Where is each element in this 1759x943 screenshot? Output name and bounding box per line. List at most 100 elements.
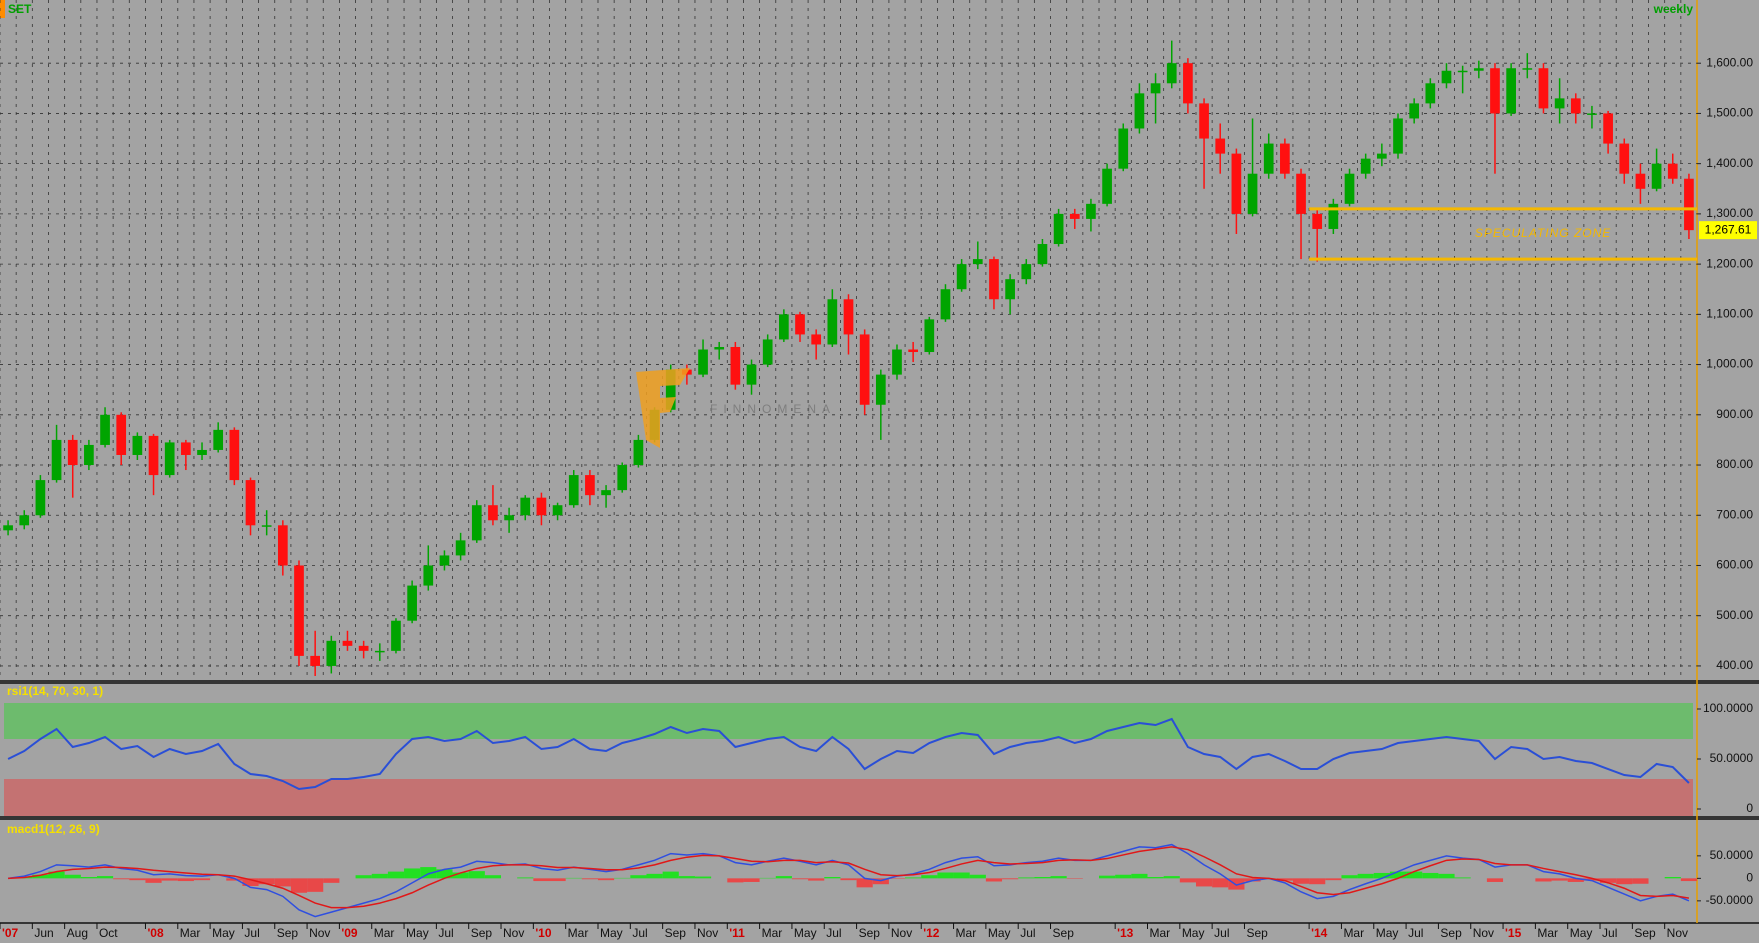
- x-tick-label: '14: [1311, 926, 1328, 940]
- candle-body: [1376, 153, 1387, 159]
- candle-body: [1199, 103, 1209, 139]
- histogram-bar: [662, 871, 679, 879]
- histogram-bar: [307, 878, 324, 892]
- candle-body: [1554, 98, 1565, 109]
- x-tick-label: Nov: [1473, 926, 1494, 940]
- candle-body: [1150, 83, 1161, 94]
- histogram-bar: [597, 878, 615, 881]
- x-tick-label: Jul: [1408, 926, 1423, 940]
- candle-body: [245, 480, 256, 526]
- histogram-bar: [840, 878, 857, 881]
- oversold-zone: [4, 779, 1693, 816]
- x-tick-label: '09: [341, 926, 358, 940]
- histogram-bar: [96, 876, 114, 879]
- symbol: SET: [8, 2, 32, 16]
- candle-body: [665, 369, 676, 410]
- candle-body: [326, 640, 337, 666]
- histogram-bar: [905, 877, 922, 879]
- histogram-bar: [921, 875, 938, 879]
- histogram-bar: [1422, 872, 1439, 879]
- histogram-bar: [1389, 871, 1407, 879]
- histogram-bar: [1373, 872, 1390, 879]
- x-tick-label: Jul: [826, 926, 841, 940]
- histogram-bar: [436, 869, 453, 879]
- candle-body: [552, 505, 563, 516]
- candle-body: [859, 334, 870, 405]
- candle-body: [1457, 70, 1468, 73]
- candle-body: [132, 435, 143, 455]
- candle-body: [1247, 173, 1258, 214]
- candle-body: [633, 439, 644, 466]
- histogram-bar: [1583, 878, 1601, 881]
- x-tick-label: May: [212, 926, 235, 940]
- x-tick-label: Jul: [632, 926, 647, 940]
- histogram-bar: [161, 878, 178, 881]
- candle-body: [746, 364, 757, 385]
- candle-body: [229, 429, 240, 481]
- histogram-bar: [1179, 878, 1196, 883]
- rsi-line: [7, 717, 1690, 791]
- x-tick-label: Sep: [665, 926, 687, 940]
- x-tick-label: Mar: [180, 926, 201, 940]
- x-tick-label: Mar: [1343, 926, 1364, 940]
- histogram-bar: [145, 878, 162, 883]
- histogram-bar: [953, 872, 970, 879]
- histogram-bar: [1115, 874, 1132, 879]
- histogram-bar: [533, 878, 550, 882]
- candle-body: [213, 429, 224, 450]
- histogram-bar: [290, 878, 308, 893]
- candle-body: [1086, 203, 1096, 219]
- histogram-bar: [1212, 878, 1229, 888]
- candle-body: [795, 314, 805, 335]
- histogram-bar: [1099, 875, 1116, 879]
- candle-body: [181, 442, 191, 455]
- x-tick-label: Jul: [1020, 926, 1035, 940]
- y-tick-label: 500.00: [1716, 608, 1753, 622]
- candle-body: [1538, 68, 1549, 109]
- histogram-bar: [177, 878, 194, 882]
- x-tick-label: Sep: [1246, 926, 1268, 940]
- y-tick-label: 1,000.00: [1706, 357, 1753, 371]
- candle-body: [1441, 70, 1452, 84]
- y-tick-label: 50.0000: [1710, 751, 1754, 765]
- candle-body: [811, 334, 822, 345]
- histogram-bar: [1454, 877, 1471, 879]
- histogram-bar: [1357, 873, 1374, 879]
- candle-body: [358, 645, 369, 651]
- watermark-text: FINNOMENA: [710, 402, 836, 416]
- y-tick-label: 1,400.00: [1706, 156, 1753, 170]
- candles: [3, 40, 1694, 676]
- candle-body: [1409, 103, 1420, 119]
- histogram-bar: [1131, 873, 1148, 879]
- candle-body: [1667, 163, 1678, 179]
- candle-body: [698, 349, 708, 375]
- candle-body: [1506, 68, 1516, 114]
- candle-body: [875, 374, 886, 405]
- candle-body: [1490, 68, 1500, 114]
- candle-body: [1280, 143, 1290, 174]
- candle-body: [972, 259, 983, 265]
- y-tick-label: 400.00: [1716, 658, 1753, 672]
- candle-body: [956, 264, 967, 290]
- histogram-bar: [80, 877, 97, 879]
- candle-body: [100, 414, 110, 445]
- candle-body: [1603, 113, 1613, 144]
- candle-body: [277, 525, 288, 566]
- histogram-bar: [1486, 878, 1504, 882]
- candle-body: [1635, 173, 1646, 189]
- candle-body: [1312, 213, 1323, 229]
- y-tick-label: 1,600.00: [1706, 55, 1753, 69]
- y-tick-label: 100.0000: [1703, 701, 1753, 715]
- candle-body: [1134, 93, 1145, 129]
- x-tick-label: May: [1570, 926, 1593, 940]
- candle-body: [1393, 118, 1403, 154]
- x-tick-label: Sep: [471, 926, 493, 940]
- histogram-bar: [1600, 878, 1617, 883]
- overbought-zone: [4, 703, 1693, 739]
- candle-body: [67, 439, 78, 466]
- histogram-bar: [323, 878, 340, 883]
- histogram-bar: [743, 878, 760, 882]
- candle-body: [714, 346, 725, 350]
- histogram-bar: [355, 875, 372, 879]
- x-tick-label: Nov: [1667, 926, 1688, 940]
